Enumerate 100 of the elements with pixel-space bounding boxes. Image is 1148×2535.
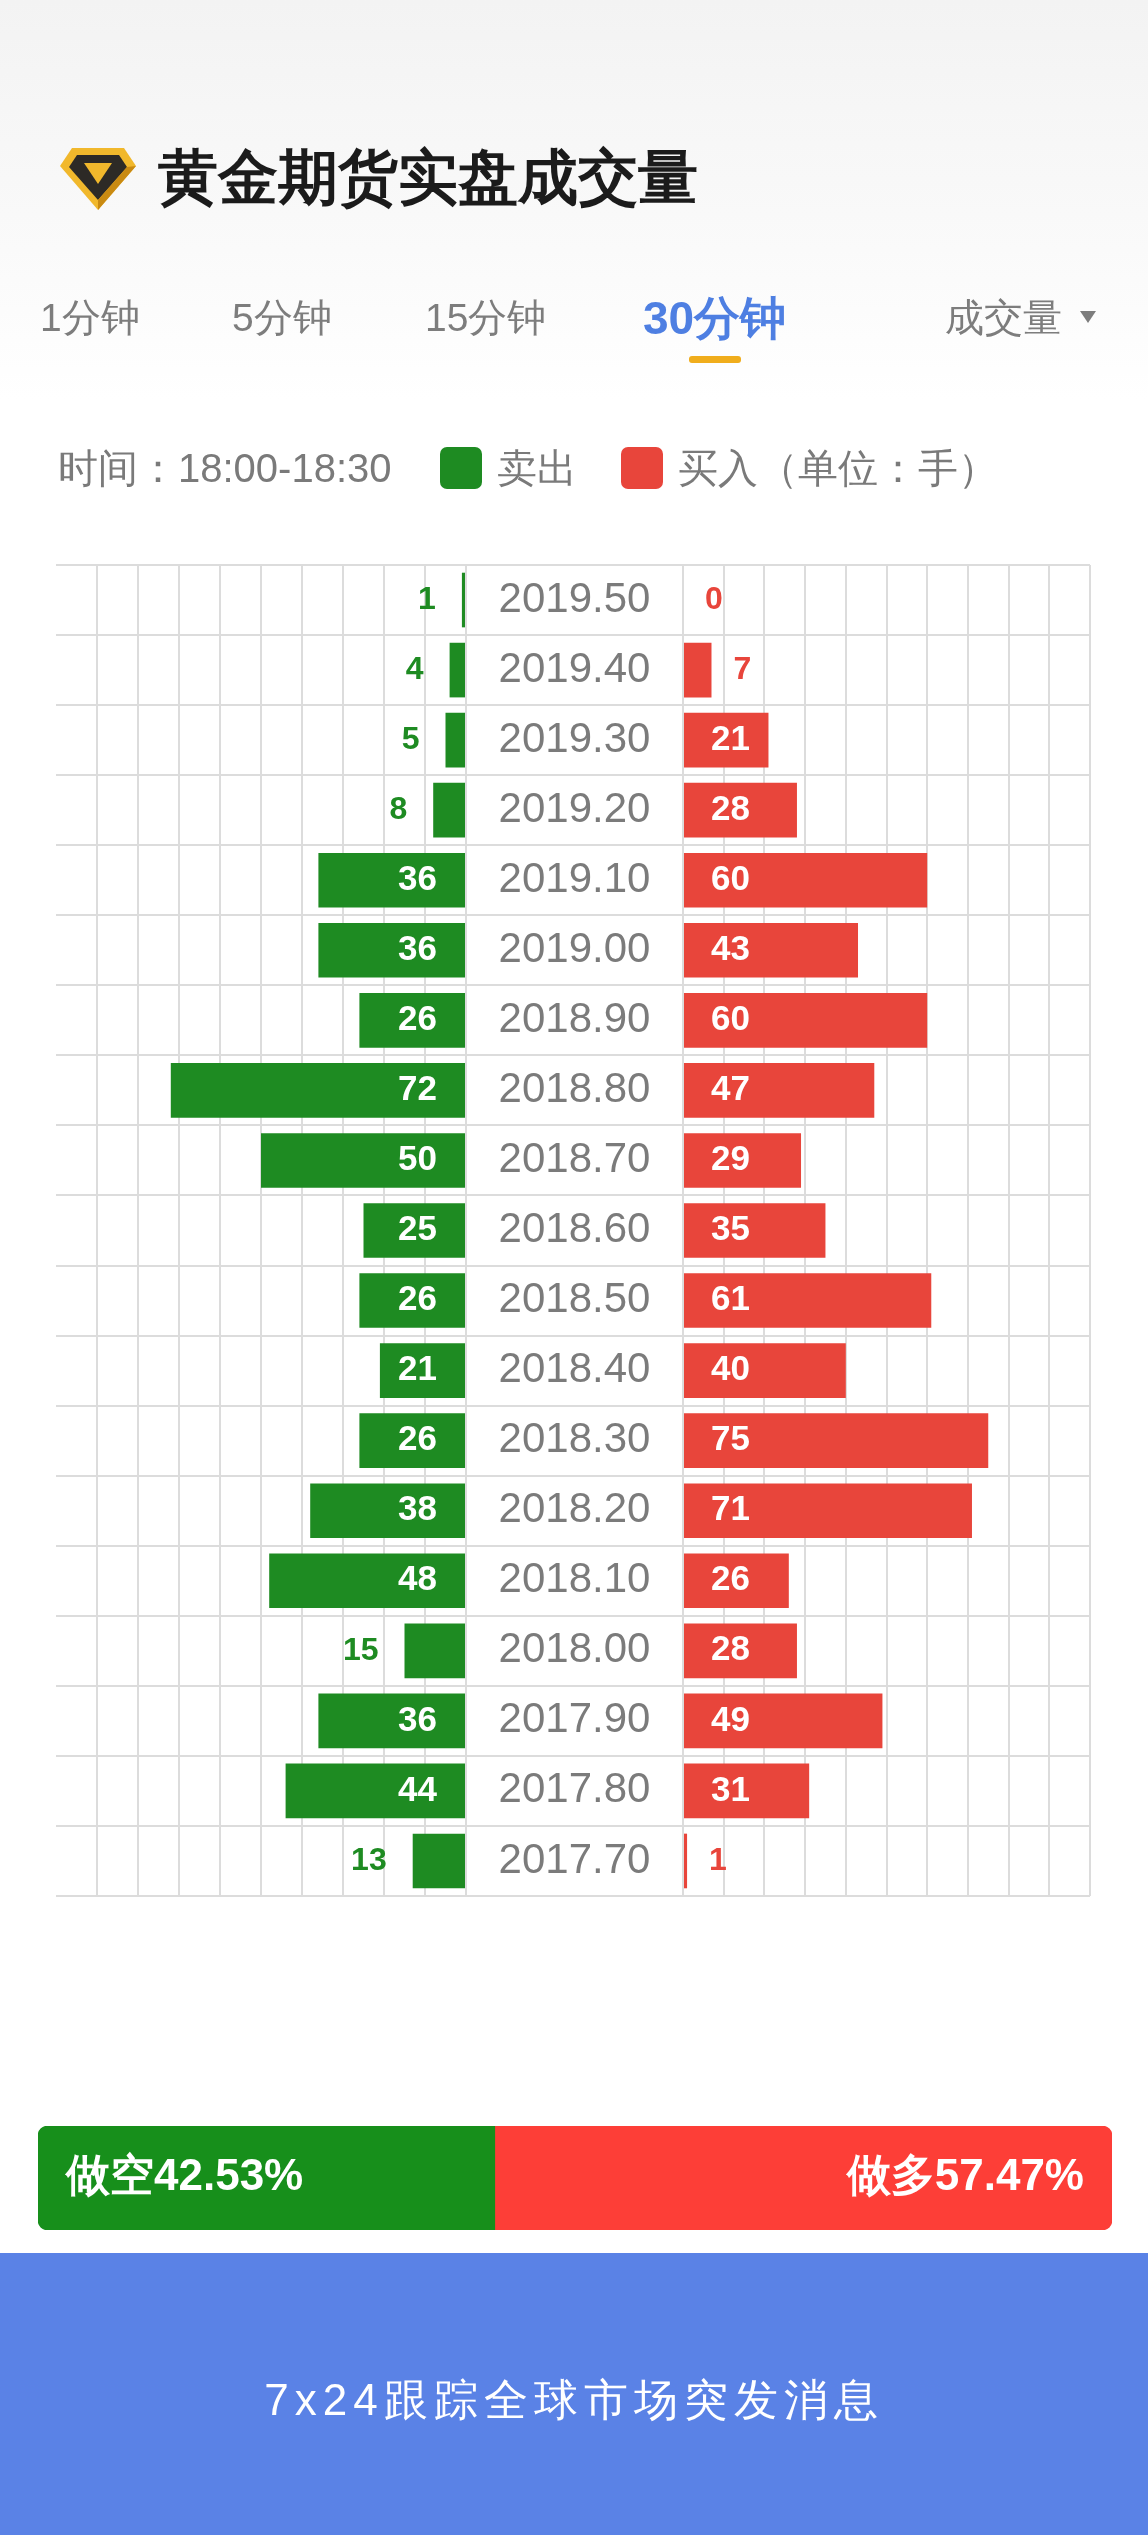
text: 15分钟 xyxy=(425,295,547,341)
data-label: 48 xyxy=(398,1558,437,1598)
data-label: 7 xyxy=(733,649,752,686)
data-label: 4 xyxy=(405,649,424,686)
y-tick-label: 2018.70 xyxy=(498,1134,651,1182)
text: 1分钟 xyxy=(40,295,140,341)
text: （单位：手） xyxy=(758,444,998,492)
bar xyxy=(684,1693,883,1749)
data-label: 47 xyxy=(711,1068,750,1108)
text: 5分钟 xyxy=(232,295,332,341)
bar xyxy=(684,642,712,698)
data-label: 做空42.53% xyxy=(64,2150,304,2200)
data-label: 13 xyxy=(351,1840,387,1877)
data-label: 8 xyxy=(389,790,408,827)
bar xyxy=(684,852,928,908)
bar xyxy=(684,1343,846,1398)
bar xyxy=(449,642,465,698)
data-label: 1 xyxy=(709,1840,727,1877)
data-label: 26 xyxy=(711,1558,750,1598)
y-tick-label: 2019.10 xyxy=(498,853,651,901)
data-label: 28 xyxy=(711,787,750,827)
bar xyxy=(684,1553,789,1609)
data-label: 72 xyxy=(398,1068,437,1108)
bar xyxy=(684,1763,810,1819)
bar xyxy=(318,1693,465,1749)
bar xyxy=(684,782,797,838)
bar xyxy=(684,1203,826,1258)
bar xyxy=(363,1203,465,1258)
data-label: 36 xyxy=(398,927,437,967)
y-tick-label: 2018.90 xyxy=(498,993,651,1041)
data-label: 60 xyxy=(711,857,750,897)
bar xyxy=(404,1623,465,1679)
bar xyxy=(684,1833,688,1889)
data-label: 0 xyxy=(705,579,723,616)
data-label: 做多57.47% xyxy=(844,2150,1084,2200)
chart-subtitle: 时间：18:00-18:30 xyxy=(58,444,392,492)
data-label: 15 xyxy=(342,1630,379,1667)
data-label: 60 xyxy=(711,998,750,1037)
bar xyxy=(318,922,465,978)
bar xyxy=(684,1273,932,1328)
bar xyxy=(445,712,465,768)
y-tick-label: 2019.50 xyxy=(498,573,651,621)
legend-label: 买入 xyxy=(678,444,758,492)
bar xyxy=(261,1133,465,1188)
bar xyxy=(433,782,465,838)
y-tick-label: 2018.60 xyxy=(498,1204,651,1252)
data-label: 40 xyxy=(711,1348,750,1388)
legend-label: 卖出 xyxy=(496,444,577,492)
data-label: 26 xyxy=(398,1418,437,1458)
data-label: 38 xyxy=(398,1488,437,1528)
bar xyxy=(461,572,465,628)
data-label: 21 xyxy=(398,1348,437,1388)
bar xyxy=(359,1273,465,1328)
data-label: 44 xyxy=(398,1768,438,1808)
bar xyxy=(379,1343,465,1398)
y-tick-label: 2017.90 xyxy=(498,1694,651,1742)
bar xyxy=(684,1133,802,1188)
data-label: 71 xyxy=(711,1488,750,1528)
data-label: 21 xyxy=(711,717,750,757)
y-tick-label: 2017.70 xyxy=(498,1834,651,1882)
data-label: 1 xyxy=(418,579,436,616)
data-label: 28 xyxy=(711,1628,750,1668)
bar xyxy=(684,1063,875,1118)
data-label: 26 xyxy=(398,998,437,1037)
y-tick-label: 2018.00 xyxy=(498,1624,651,1672)
data-label: 5 xyxy=(401,719,420,756)
text: 成交量 xyxy=(945,295,1062,341)
y-tick-label: 2019.00 xyxy=(498,923,651,971)
y-tick-label: 2018.80 xyxy=(498,1063,651,1111)
bar xyxy=(412,1833,465,1889)
data-label: 26 xyxy=(398,1278,437,1318)
data-label: 43 xyxy=(711,927,750,967)
bar xyxy=(310,1483,465,1539)
data-label: 25 xyxy=(398,1208,437,1248)
bar xyxy=(684,1483,972,1539)
data-label: 31 xyxy=(711,1768,750,1808)
data-label: 75 xyxy=(711,1418,750,1458)
y-tick-label: 2018.10 xyxy=(498,1554,651,1602)
bar xyxy=(359,993,465,1048)
y-tick-label: 2018.50 xyxy=(498,1274,651,1322)
text: 7x24跟踪全球市场突发消息 xyxy=(263,2374,885,2426)
bar xyxy=(285,1763,465,1819)
y-tick-label: 2019.30 xyxy=(498,713,651,761)
bar xyxy=(170,1063,465,1118)
y-tick-label: 2019.20 xyxy=(498,783,651,831)
bar xyxy=(318,852,465,908)
y-tick-label: 2018.20 xyxy=(498,1484,651,1532)
data-label: 36 xyxy=(398,1698,437,1738)
data-label: 61 xyxy=(711,1278,750,1318)
chart-title: 黄金期货实盘成交量 xyxy=(158,144,698,213)
bar xyxy=(684,1413,989,1468)
data-label: 29 xyxy=(711,1138,750,1178)
bar xyxy=(269,1553,465,1609)
bar xyxy=(684,1623,797,1679)
data-label: 50 xyxy=(398,1138,437,1178)
bar xyxy=(684,922,859,978)
data-label: 49 xyxy=(711,1698,750,1738)
y-tick-label: 2018.40 xyxy=(498,1344,651,1392)
y-tick-label: 2017.80 xyxy=(498,1764,651,1812)
y-tick-label: 2019.40 xyxy=(498,643,651,691)
